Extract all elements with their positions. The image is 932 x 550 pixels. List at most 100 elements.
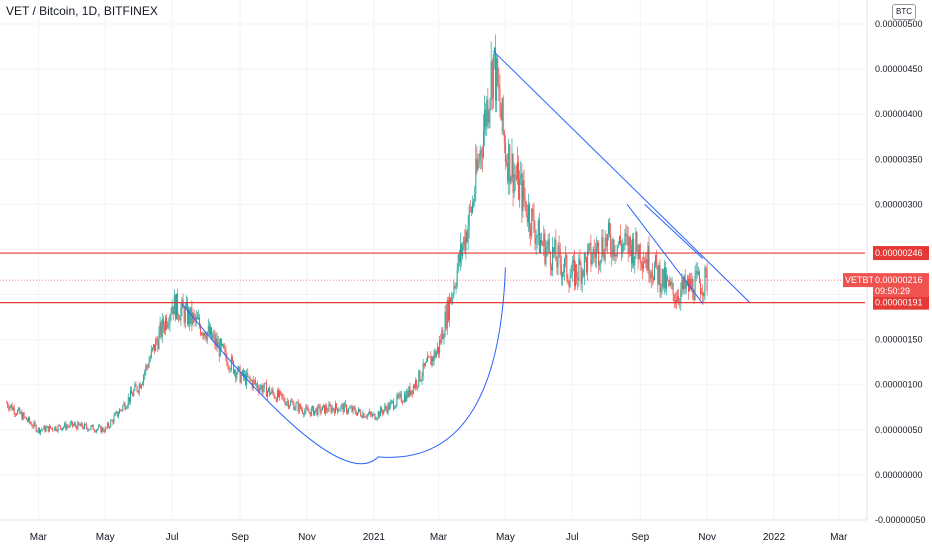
candle-body [306, 406, 308, 409]
candle-body [176, 293, 178, 320]
candle-body [500, 109, 502, 121]
candle-body [359, 408, 361, 412]
candle-body [393, 401, 395, 409]
candle-body [307, 408, 309, 412]
candle-body [263, 382, 265, 389]
candle-body [293, 402, 295, 411]
candle-body [238, 366, 240, 368]
candle-body [134, 384, 136, 391]
candle-body [637, 250, 639, 260]
candle-body [543, 233, 545, 246]
candle-body [112, 420, 114, 423]
candle-body [670, 281, 672, 285]
candle-body [529, 204, 531, 229]
candle-body [622, 244, 624, 253]
candle-body [92, 425, 94, 431]
candle-body [546, 245, 548, 249]
candle-body [635, 232, 637, 257]
candle-body [367, 413, 369, 415]
candle-body [183, 307, 185, 323]
candle-body [297, 402, 299, 412]
candle-body [694, 275, 696, 301]
candle-body [545, 248, 547, 264]
candle-body [40, 429, 42, 434]
candle-body [535, 237, 537, 244]
candle-body [489, 99, 491, 112]
candle-body [381, 407, 383, 412]
candle-body [538, 220, 540, 254]
candle-body [308, 411, 310, 413]
candle-body [372, 414, 374, 417]
candle-body [146, 365, 148, 367]
candle-body [157, 341, 159, 350]
candle-body [648, 245, 650, 277]
candle-body [377, 411, 379, 418]
candle-body [568, 282, 570, 287]
candle-body [620, 236, 622, 245]
candle-body [344, 403, 346, 405]
candle-body [77, 422, 79, 430]
candle-body [109, 426, 111, 428]
candle-body [650, 272, 652, 279]
candle-body [304, 410, 306, 416]
candle-body [98, 426, 100, 429]
candle-body [282, 396, 284, 397]
candle-body [224, 348, 226, 349]
candle-body [363, 413, 365, 418]
candle-body [663, 267, 665, 288]
candle-body [30, 422, 32, 424]
candle-body [269, 387, 271, 395]
candle-body [446, 300, 448, 329]
candle-body [58, 425, 60, 426]
candle-body [603, 254, 605, 261]
candle-body [74, 423, 76, 426]
candle-body [265, 383, 267, 397]
candle-body [605, 237, 607, 247]
candle-body [88, 429, 90, 431]
candle-body [591, 259, 593, 265]
candle-body [41, 429, 43, 431]
candle-body [302, 409, 304, 414]
candle-body [428, 356, 430, 358]
candle-body [391, 401, 393, 402]
candle-body [316, 408, 318, 416]
candle-body [239, 366, 241, 383]
candle-body [509, 144, 511, 184]
candle-body [552, 247, 554, 271]
candle-body [654, 265, 656, 280]
candle-body [502, 98, 504, 132]
candle-body [140, 384, 142, 389]
candle-body [253, 379, 255, 381]
currency-button[interactable]: BTC [892, 4, 916, 20]
candle-body [69, 423, 71, 427]
candle-body [26, 419, 28, 422]
candle-body [288, 405, 290, 408]
candle-body [482, 131, 484, 157]
candle-body [697, 272, 699, 274]
candle-body [215, 338, 217, 346]
candle-body [81, 422, 83, 428]
candle-body [588, 245, 590, 251]
candle-body [189, 309, 191, 324]
candle-body [464, 237, 466, 251]
candle-body [295, 403, 297, 409]
candle-body [24, 416, 26, 418]
candle-body [115, 411, 117, 414]
candle-body [516, 161, 518, 179]
candle-body [167, 324, 169, 328]
candle-body [177, 293, 179, 316]
candle-body [683, 276, 685, 290]
candle-body [294, 408, 296, 411]
candle-body [657, 265, 659, 285]
candle-body [260, 385, 262, 388]
candle-body [487, 99, 489, 123]
candle-body [230, 356, 232, 370]
symbol-tag [843, 273, 873, 288]
candle-body [53, 429, 55, 431]
candle-body [617, 243, 619, 246]
candle-body [133, 390, 135, 396]
candle-body [78, 422, 80, 425]
candle-body [649, 276, 651, 279]
